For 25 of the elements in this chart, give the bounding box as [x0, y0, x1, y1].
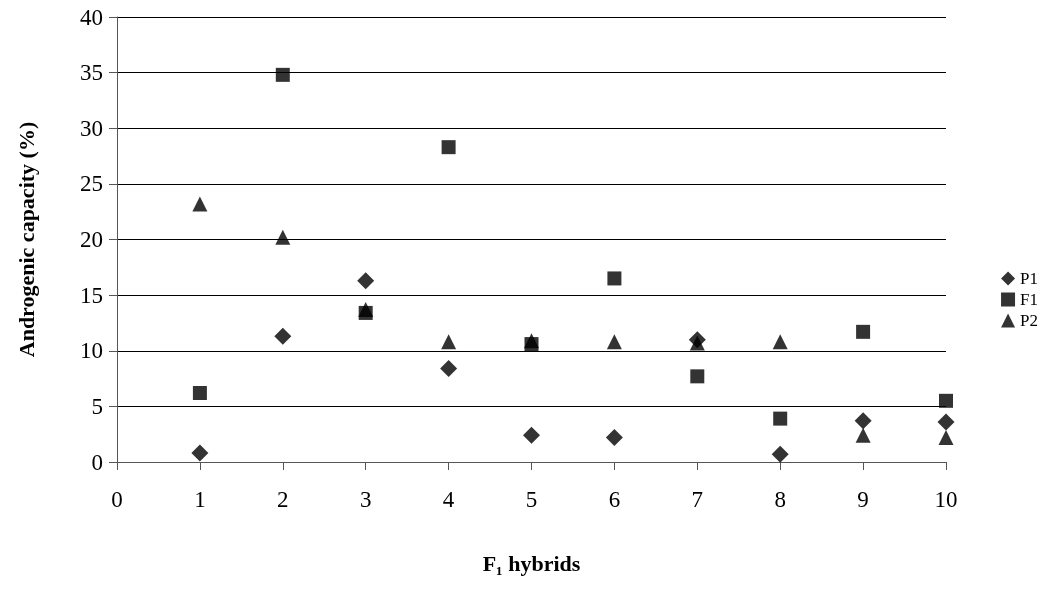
y-tick-label: 35 [80, 60, 103, 86]
x-tick-label: 7 [691, 487, 704, 512]
y-tick-label: 10 [80, 338, 103, 364]
y-tick-label: 15 [80, 282, 103, 308]
x-tick-label: 5 [525, 487, 538, 512]
legend-label: P1 [1020, 269, 1039, 288]
y-tick-label: 20 [80, 227, 103, 252]
x-tick-label: 6 [608, 487, 621, 512]
y-axis-title: Androgenic capacity (%) [13, 121, 39, 358]
y-tick-label: 40 [80, 4, 103, 30]
y-tick-label: 5 [91, 393, 103, 419]
x-tick-label: 10 [934, 487, 958, 512]
x-tick-label: 4 [442, 487, 455, 512]
x-tick-label: 2 [277, 487, 289, 512]
x-tick-label: 8 [774, 487, 786, 512]
y-tick-label: 30 [80, 115, 103, 141]
x-tick-label: 1 [194, 487, 206, 512]
x-tick-label: 9 [857, 487, 869, 512]
y-tick-label: 0 [91, 449, 103, 475]
legend-label: F1 [1020, 290, 1039, 309]
x-tick-label: 0 [111, 487, 123, 512]
legend-label: P2 [1020, 311, 1039, 330]
x-axis-title: F₁ hybrids [482, 550, 581, 576]
x-tick-label: 3 [359, 487, 372, 512]
y-tick-label: 25 [80, 171, 103, 197]
